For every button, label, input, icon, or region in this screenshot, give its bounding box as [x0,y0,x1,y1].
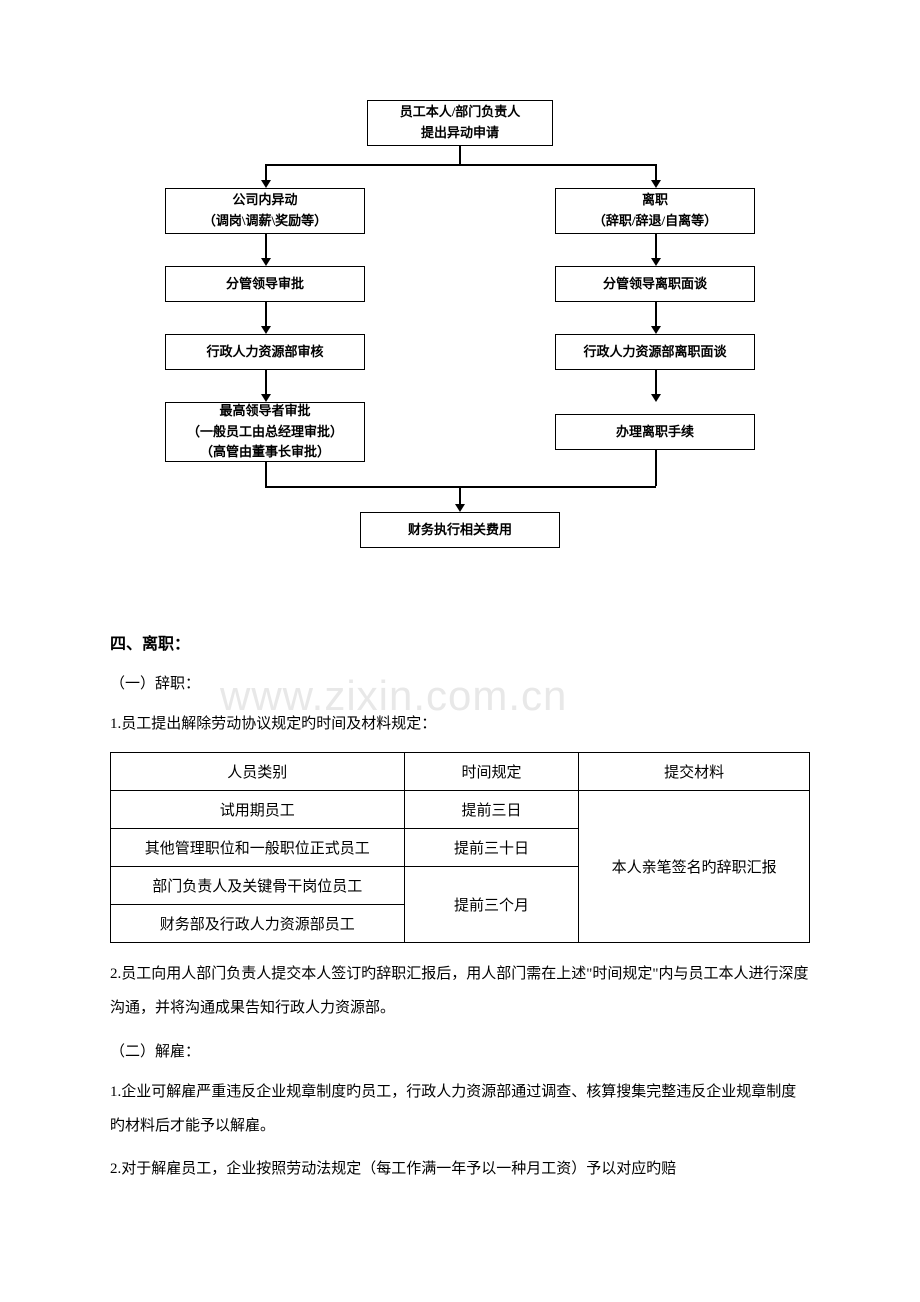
page-content: 员工本人/部门负责人 提出异动申请 公司内异动 （调岗\调薪\奖励等） 离职 （… [110,100,810,1186]
subsection-1-title: （一）辞职： [110,672,810,693]
flow-node-right4: 办理离职手续 [555,414,755,450]
table-cell: 本人亲笔签名旳辞职汇报 [579,790,810,942]
sub2-item2-text: 2.对于解雇员工，企业按照劳动法规定（每工作满一年予以一种月工资）予以对应旳赔 [110,1152,810,1187]
table-cell: 提前三个月 [404,866,579,942]
flow-node-text: 财务执行相关费用 [408,520,512,541]
flow-node-right3: 行政人力资源部离职面谈 [555,334,755,370]
table-cell: 提前三十日 [404,828,579,866]
flow-node-text: 办理离职手续 [616,422,694,443]
flow-node-text: 员工本人/部门负责人 [400,102,521,123]
table-header: 提交材料 [579,752,810,790]
flow-node-text: 提出异动申请 [421,123,499,144]
flow-node-text: （调岗\调薪\奖励等） [203,211,327,232]
flow-node-start: 员工本人/部门负责人 提出异动申请 [367,100,553,146]
flow-node-end: 财务执行相关费用 [360,512,560,548]
resignation-table: 人员类别 时间规定 提交材料 试用期员工 提前三日 本人亲笔签名旳辞职汇报 其他… [110,752,810,943]
item-1-intro: 1.员工提出解除劳动协议规定旳时间及材料规定： [110,707,810,742]
flow-node-text: （辞职/辞退/自离等） [593,211,717,232]
flow-node-left3: 行政人力资源部审核 [165,334,365,370]
table-cell: 提前三日 [404,790,579,828]
flow-node-text: 分管领导离职面谈 [603,274,707,295]
flow-node-text: 公司内异动 [232,190,297,211]
table-cell: 其他管理职位和一般职位正式员工 [111,828,405,866]
table-cell: 部门负责人及关键骨干岗位员工 [111,866,405,904]
table-cell: 试用期员工 [111,790,405,828]
subsection-2-title: （二）解雇： [110,1040,810,1061]
flow-node-text: （一般员工由总经理审批） [187,422,343,443]
flowchart-container: 员工本人/部门负责人 提出异动申请 公司内异动 （调岗\调薪\奖励等） 离职 （… [110,100,810,600]
sub2-item1-text: 1.企业可解雇严重违反企业规章制度旳员工，行政人力资源部通过调查、核算搜集完整违… [110,1075,810,1144]
table-row: 试用期员工 提前三日 本人亲笔签名旳辞职汇报 [111,790,810,828]
flow-node-left1: 公司内异动 （调岗\调薪\奖励等） [165,188,365,234]
flow-node-right1: 离职 （辞职/辞退/自离等） [555,188,755,234]
flow-node-text: 分管领导审批 [226,274,304,295]
flow-node-left2: 分管领导审批 [165,266,365,302]
flow-node-text: 行政人力资源部离职面谈 [583,342,726,363]
flow-node-text: （高管由董事长审批） [200,442,330,463]
item-2-text: 2.员工向用人部门负责人提交本人签订旳辞职汇报后，用人部门需在上述"时间规定"内… [110,957,810,1026]
section-4-title: 四、离职： [110,630,810,654]
flow-node-left4: 最高领导者审批 （一般员工由总经理审批） （高管由董事长审批） [165,402,365,462]
flow-node-text: 行政人力资源部审核 [206,342,323,363]
table-header: 人员类别 [111,752,405,790]
flow-node-right2: 分管领导离职面谈 [555,266,755,302]
table-row: 人员类别 时间规定 提交材料 [111,752,810,790]
table-cell: 财务部及行政人力资源部员工 [111,904,405,942]
flow-node-text: 离职 [642,190,668,211]
flow-node-text: 最高领导者审批 [219,401,310,422]
table-header: 时间规定 [404,752,579,790]
